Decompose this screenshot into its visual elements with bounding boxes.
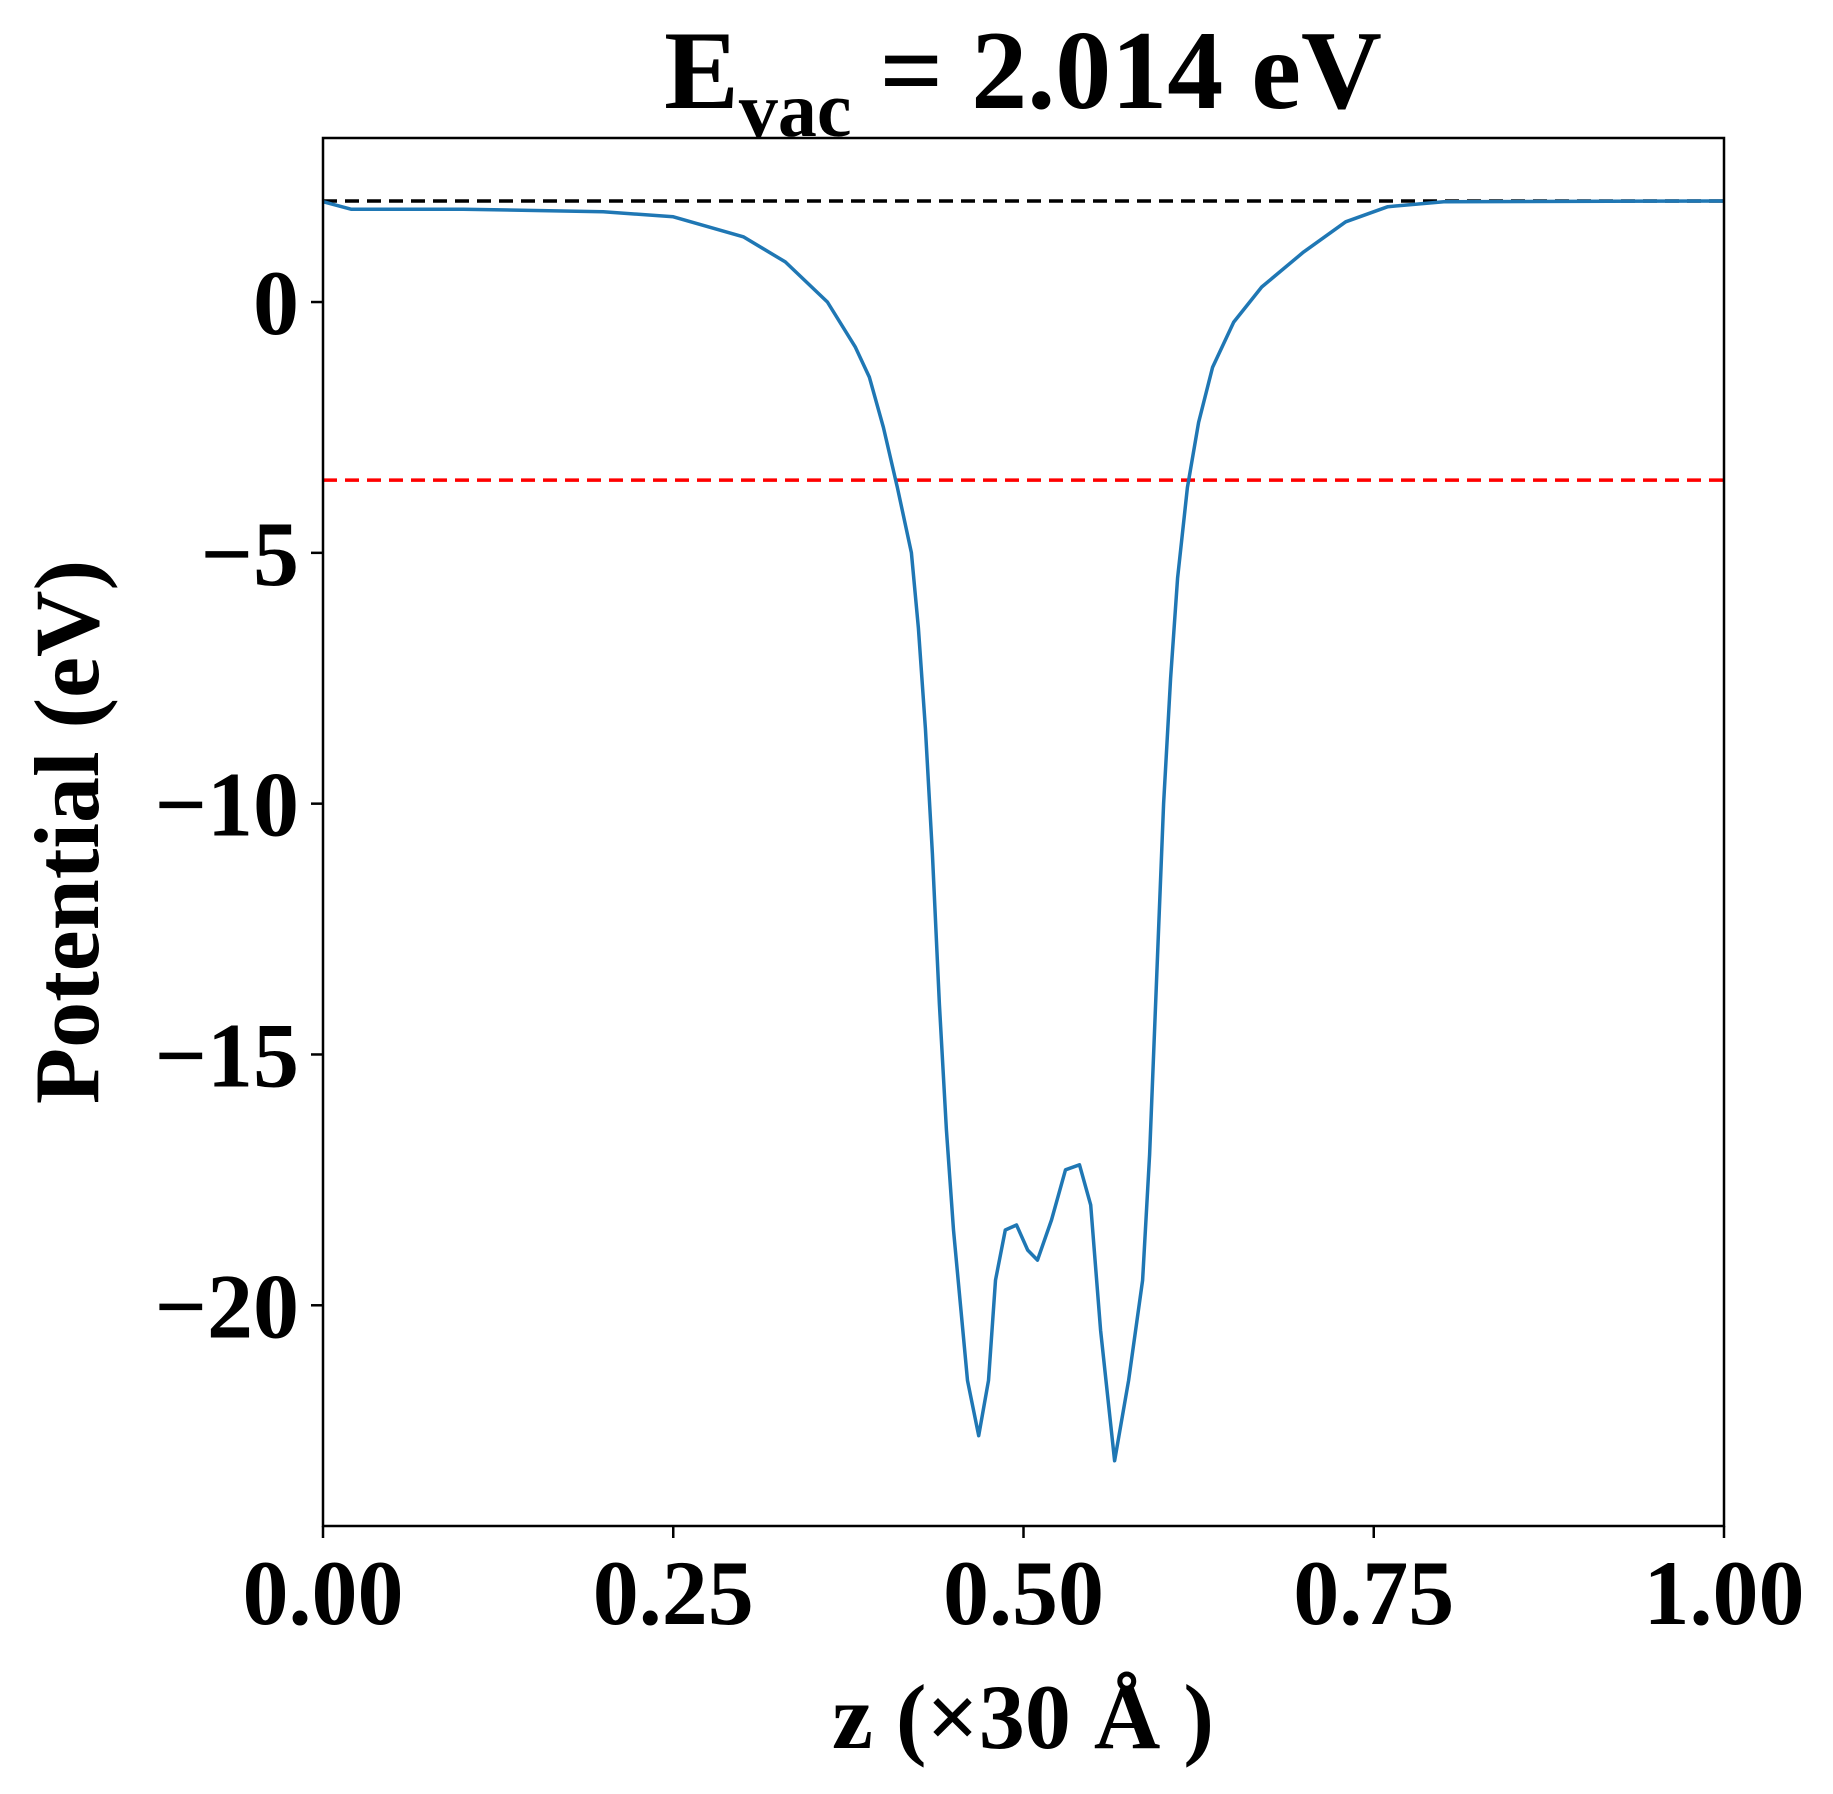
title-main: E — [664, 9, 739, 133]
plot-frame — [321, 136, 1726, 1528]
y-tick-label: −5 — [201, 503, 299, 605]
title-subscript: vac — [739, 66, 852, 153]
x-axis-label: z (×30 Å ) — [832, 1666, 1214, 1768]
chart-title: Evac = 2.014 eV — [664, 9, 1382, 153]
y-tick-label: −15 — [155, 1004, 299, 1106]
x-tick-label: 0.25 — [593, 1542, 754, 1644]
y-tick-label: −10 — [155, 754, 299, 856]
title-rest: = 2.014 eV — [851, 9, 1381, 133]
y-axis-label: Potential (eV) — [16, 560, 118, 1104]
x-tick-label: 1.00 — [1644, 1542, 1805, 1644]
x-tick-label: 0.75 — [1293, 1542, 1454, 1644]
y-tick-label: −20 — [155, 1255, 299, 1357]
data-line — [322, 199, 1725, 1463]
x-tick-label: 0.00 — [243, 1542, 404, 1644]
x-tick-label: 0.50 — [943, 1542, 1104, 1644]
y-tick-label: 0 — [253, 252, 299, 354]
